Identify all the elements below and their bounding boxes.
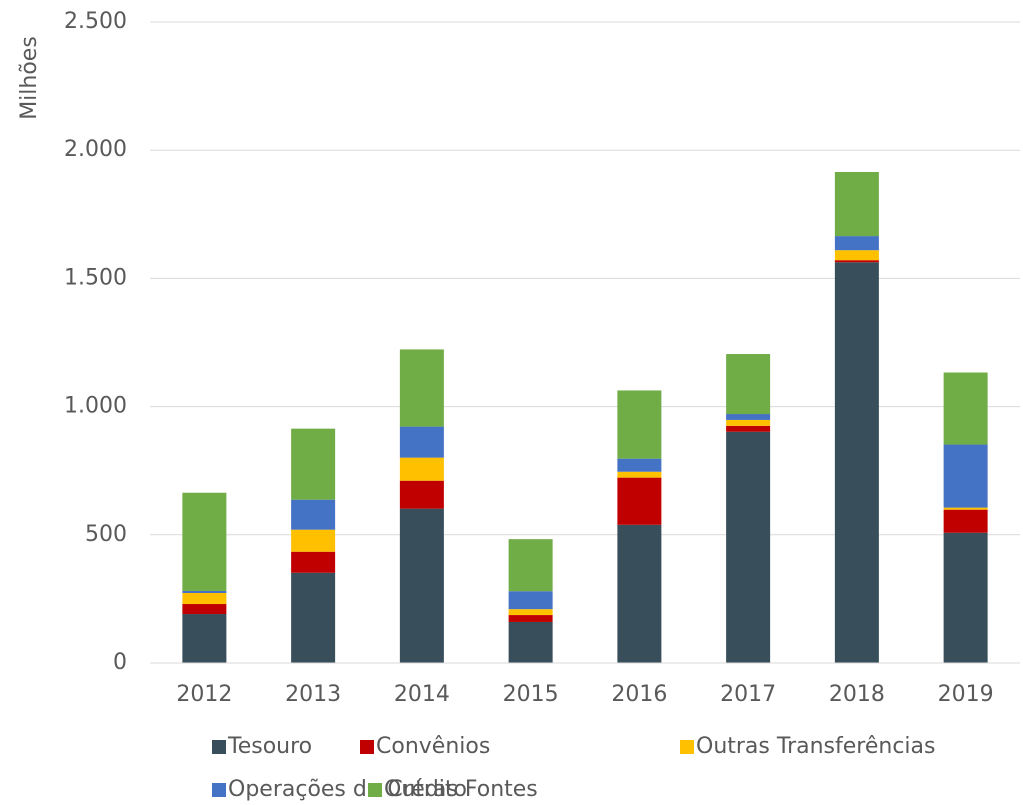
bar-segment [943,532,988,663]
legend-swatch [360,740,374,754]
bar-segment [291,529,336,552]
bar-segment [182,593,227,605]
y-tick-label: 2.000 [64,137,127,162]
bar-segment [726,431,771,663]
bar-segment [399,480,444,509]
bar-segment [834,236,879,251]
bar-segment [617,390,662,459]
x-tick-label: 2014 [394,682,450,707]
bar-segment [834,171,879,237]
bar-segment [508,615,553,622]
bar-segment [182,604,227,615]
x-tick-label: 2016 [611,682,667,707]
bar-segment [834,262,879,663]
bar-segment [943,444,988,508]
x-tick-label: 2013 [285,682,341,707]
legend-label: Outras Fontes [384,777,538,802]
bar-segment [726,354,771,415]
y-axis-label: Milhões [17,36,42,120]
bar-segment [291,551,336,573]
bar-segment [291,572,336,663]
bar-segment [399,457,444,481]
y-tick-label: 1.500 [64,265,127,290]
legend-swatch [368,783,382,797]
legend-swatch [212,783,226,797]
bar-segment [617,458,662,472]
bar-segment [617,471,662,478]
bar-segment [726,425,771,432]
bar-segment [943,372,988,445]
bar-segment [617,524,662,663]
legend-swatch [212,740,226,754]
y-tick-label: 2.500 [64,9,127,34]
legend-label: Convênios [376,734,490,759]
x-tick-label: 2015 [503,682,559,707]
legend-label: Operações de Crédito [228,777,467,802]
x-tick-label: 2012 [176,682,232,707]
bar-segment [508,609,553,616]
bar-segment [399,508,444,663]
bar-segment [943,507,988,510]
bar-segment [726,419,771,426]
bar-segment [617,477,662,525]
legend-swatch [680,740,694,754]
y-tick-label: 1.000 [64,394,127,419]
bar-segment [508,591,553,610]
x-tick-label: 2017 [720,682,776,707]
bar-segment [291,499,336,530]
bar-segment [726,414,771,420]
x-tick-label: 2018 [829,682,885,707]
bar-segment [834,250,879,261]
x-tick-label: 2019 [938,682,994,707]
bar-segment [182,614,227,663]
bar-segment [508,621,553,663]
bar-segment [399,426,444,458]
bar-segment [182,590,227,594]
y-tick-label: 500 [85,522,127,547]
bar-segment [943,509,988,533]
legend-label: Tesouro [227,734,312,759]
bar-segment [399,349,444,427]
bar-segment [291,428,336,500]
bar-segment [508,539,553,592]
legend-label: Outras Transferências [696,734,935,759]
bar-segment [182,492,227,591]
bar-segment [834,260,879,263]
y-tick-label: 0 [113,650,127,675]
